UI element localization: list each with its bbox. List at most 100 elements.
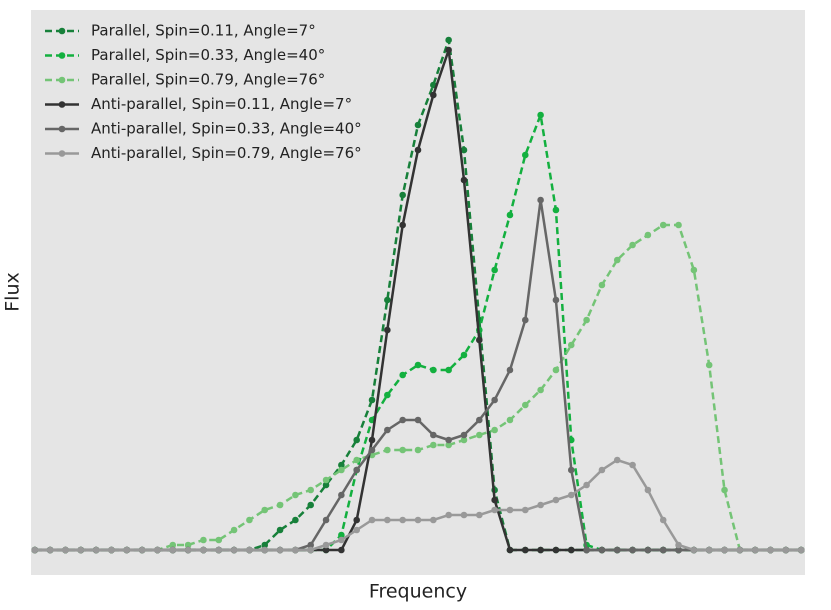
- point: [246, 546, 253, 554]
- point: [445, 46, 452, 54]
- plot: [31, 36, 805, 554]
- point: [491, 396, 498, 404]
- point: [705, 546, 713, 554]
- point: [797, 546, 805, 554]
- point: [583, 316, 590, 324]
- legend: Parallel, Spin=0.11, Angle=7° Parallel, S…: [45, 22, 362, 162]
- point: [506, 366, 514, 374]
- point: [506, 416, 514, 424]
- point: [751, 546, 759, 554]
- point: [629, 461, 636, 469]
- point: [62, 546, 69, 554]
- point: [169, 541, 177, 549]
- point: [338, 466, 345, 474]
- point: [537, 546, 544, 554]
- point: [215, 536, 223, 544]
- point: [460, 146, 468, 154]
- point: [353, 526, 360, 534]
- point: [460, 511, 468, 519]
- point: [690, 266, 698, 274]
- point: [537, 196, 544, 204]
- point: [521, 546, 529, 554]
- point: [445, 36, 452, 44]
- series: [31, 456, 805, 554]
- point: [675, 546, 682, 554]
- point: [292, 491, 299, 499]
- point: [537, 501, 544, 509]
- point: [521, 506, 529, 514]
- point: [644, 231, 652, 239]
- point: [414, 446, 422, 454]
- point: [445, 441, 452, 449]
- point: [583, 546, 590, 554]
- point: [613, 456, 621, 464]
- point: [721, 486, 728, 494]
- point: [384, 426, 391, 434]
- point: [77, 546, 85, 554]
- point: [399, 191, 406, 199]
- point: [552, 546, 560, 554]
- point: [567, 466, 575, 474]
- point: [338, 461, 345, 469]
- point: [338, 536, 345, 544]
- plot-area: [31, 10, 805, 575]
- point: [613, 546, 621, 554]
- point: [384, 326, 391, 334]
- point: [138, 546, 146, 554]
- point: [246, 516, 253, 524]
- point: [521, 316, 529, 324]
- point: [338, 491, 345, 499]
- point: [644, 546, 652, 554]
- point: [476, 336, 483, 344]
- point: [659, 221, 667, 229]
- point: [108, 546, 115, 554]
- point: [353, 456, 360, 464]
- point: [430, 91, 437, 99]
- point: [675, 541, 682, 549]
- point: [521, 401, 529, 409]
- point: [399, 221, 406, 229]
- point: [399, 446, 406, 454]
- point: [460, 436, 468, 444]
- point: [368, 516, 376, 524]
- point: [506, 211, 514, 219]
- point: [690, 546, 698, 554]
- point: [430, 366, 437, 374]
- legend-marker: [58, 76, 66, 84]
- point: [491, 426, 498, 434]
- point: [307, 541, 315, 549]
- point: [721, 546, 728, 554]
- point: [476, 416, 483, 424]
- point: [567, 341, 575, 349]
- point: [598, 281, 606, 289]
- point: [460, 351, 468, 359]
- point: [230, 546, 238, 554]
- point: [414, 516, 422, 524]
- point: [307, 546, 315, 554]
- point: [169, 546, 177, 554]
- point: [322, 541, 330, 549]
- point: [154, 546, 161, 554]
- point: [307, 486, 315, 494]
- point: [276, 526, 284, 534]
- point: [460, 431, 468, 439]
- point: [184, 546, 192, 554]
- point: [491, 266, 498, 274]
- legend-label: Anti-parallel, Spin=0.11, Angle=7°: [91, 95, 352, 113]
- point: [322, 476, 330, 484]
- point: [338, 531, 345, 539]
- legend-label: Parallel, Spin=0.11, Angle=7°: [91, 22, 316, 40]
- point: [307, 501, 315, 509]
- point: [399, 516, 406, 524]
- point: [430, 516, 437, 524]
- point: [445, 366, 452, 374]
- point: [506, 546, 514, 554]
- y-axis-label: Flux: [2, 272, 24, 312]
- point: [261, 546, 269, 554]
- point: [598, 546, 606, 554]
- point: [322, 481, 330, 489]
- point: [368, 436, 376, 444]
- point: [552, 296, 560, 304]
- legend-marker: [58, 101, 66, 108]
